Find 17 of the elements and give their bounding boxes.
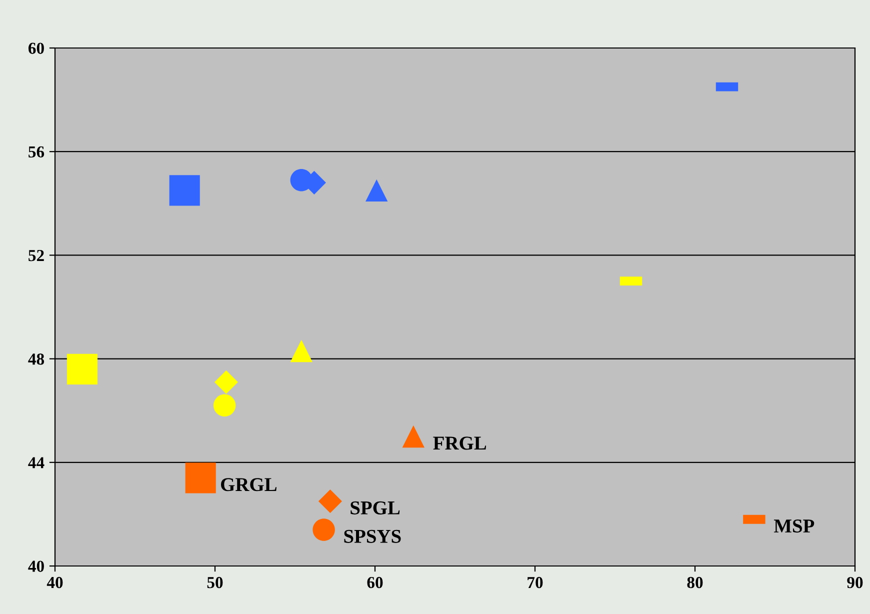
x-tick-label: 40 bbox=[46, 576, 63, 588]
y-tick-label: 60 bbox=[28, 42, 44, 54]
annotation: SPGL bbox=[350, 501, 400, 514]
x-tick-label: 90 bbox=[847, 576, 863, 588]
x-tick-label: 80 bbox=[687, 576, 703, 588]
y-tick-label: 44 bbox=[28, 457, 44, 468]
x-tick-label: 50 bbox=[207, 576, 223, 588]
annotation: SPSYS bbox=[344, 530, 401, 543]
annotation: MSP bbox=[774, 520, 814, 533]
annotation: GRGL bbox=[220, 478, 276, 492]
y-tick-label: 40 bbox=[28, 560, 44, 572]
x-tick-label: 70 bbox=[528, 576, 543, 588]
y-tick-label: 48 bbox=[28, 354, 44, 365]
x-tick-label: 60 bbox=[367, 576, 383, 588]
annotation: FRGL bbox=[433, 436, 486, 450]
y-tick-label: 52 bbox=[28, 250, 44, 262]
y-tick-label: 56 bbox=[28, 146, 44, 158]
